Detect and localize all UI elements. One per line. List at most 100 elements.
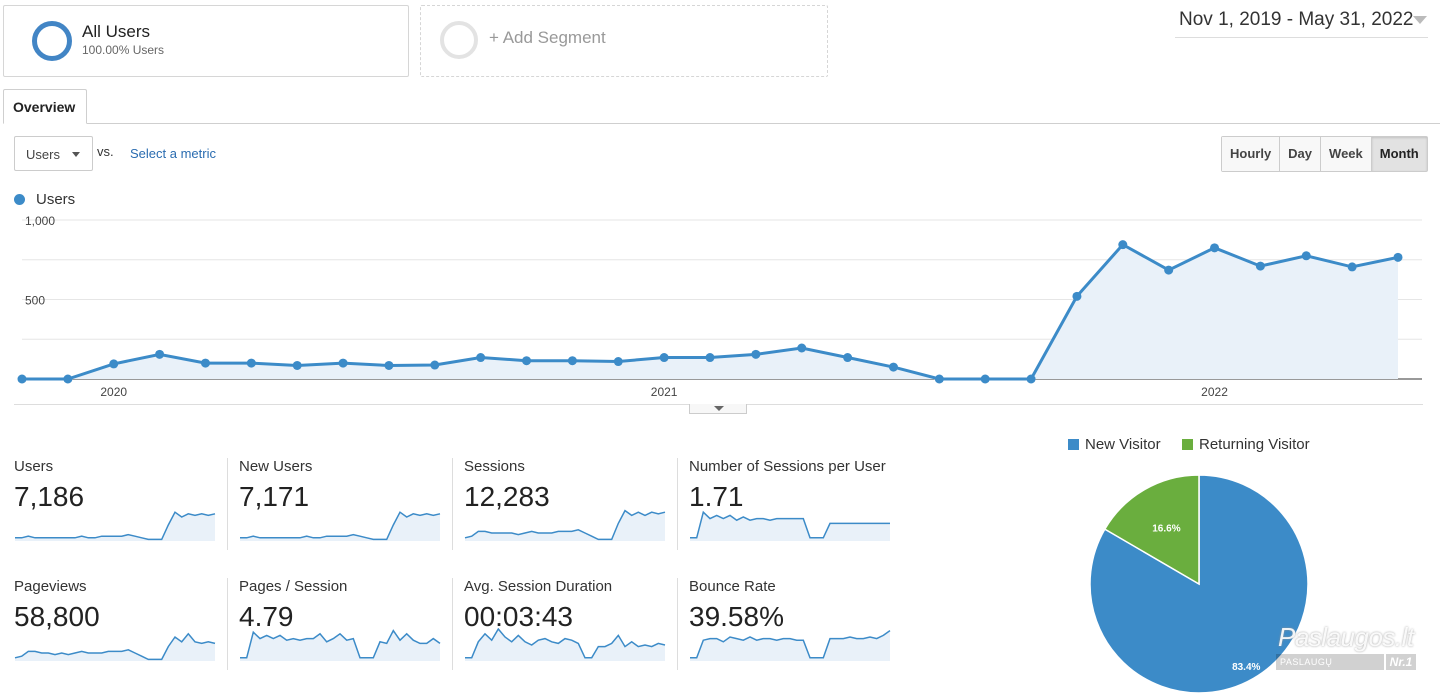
visitor-pie-chart: 83.4% 16.6%	[1089, 474, 1309, 694]
legend-returning-visitor: Returning Visitor	[1182, 436, 1310, 453]
granularity-month-button[interactable]: Month	[1371, 137, 1427, 171]
returning-visitor-swatch	[1182, 439, 1193, 450]
tile-separator	[452, 458, 453, 550]
metric-name: Pageviews	[14, 578, 87, 595]
data-point[interactable]	[1210, 243, 1220, 253]
caret-down-icon	[714, 406, 724, 411]
caret-down-icon	[72, 152, 80, 157]
data-point[interactable]	[476, 353, 486, 363]
add-segment-button[interactable]: + Add Segment	[420, 5, 828, 77]
metric-name: Pages / Session	[239, 578, 348, 595]
metric-value: 7,171	[239, 481, 310, 512]
date-range-text: Nov 1, 2019 - May 31, 2022	[1179, 9, 1414, 30]
granularity-week-button[interactable]: Week	[1321, 137, 1372, 171]
data-point[interactable]	[1255, 261, 1265, 271]
metric-name: New Users	[239, 458, 313, 475]
select-metric-link[interactable]: Select a metric	[130, 146, 216, 161]
legend-new-visitor-label: New Visitor	[1085, 436, 1161, 453]
chevron-down-icon	[1413, 16, 1427, 24]
sparkline-line	[464, 509, 666, 541]
data-point[interactable]	[292, 360, 302, 370]
metric-sparkline	[690, 510, 890, 541]
segment-ring-icon	[32, 21, 72, 61]
data-point[interactable]	[843, 353, 853, 363]
metric-dropdown[interactable]: Users	[14, 136, 93, 171]
data-point[interactable]	[659, 353, 669, 363]
data-point[interactable]	[109, 359, 119, 369]
tab-overview[interactable]: Overview	[3, 89, 87, 124]
new-visitor-swatch	[1068, 439, 1079, 450]
data-point[interactable]	[1393, 252, 1403, 262]
legend-users-dot	[14, 194, 25, 205]
data-point[interactable]	[17, 374, 27, 384]
sparkline-line	[14, 632, 216, 661]
collapse-chart-button[interactable]	[689, 404, 747, 414]
metric-sparkline	[465, 628, 666, 661]
segment-all-users[interactable]: All Users 100.00% Users	[3, 5, 409, 77]
data-point[interactable]	[567, 356, 577, 366]
tile-separator	[227, 458, 228, 550]
pie-slice-label: 83.4%	[1232, 662, 1260, 673]
data-point[interactable]	[1118, 240, 1128, 250]
metric-tile: Avg. Session Duration 00:03:43	[464, 578, 689, 688]
tile-separator	[677, 578, 678, 670]
data-point[interactable]	[888, 362, 898, 372]
pie-slice-label: 16.6%	[1152, 523, 1180, 534]
watermark-sub-text: PASLAUGŲ PORTALAS	[1276, 654, 1384, 683]
data-point[interactable]	[934, 374, 944, 384]
metric-sparkline	[690, 629, 891, 661]
legend-returning-visitor-label: Returning Visitor	[1199, 436, 1310, 453]
granularity-hourly-button[interactable]: Hourly	[1222, 137, 1281, 171]
add-segment-label: + Add Segment	[489, 28, 606, 47]
data-point[interactable]	[1301, 251, 1311, 261]
x-tick-label: 2020	[100, 385, 127, 399]
pie-slice-returning-visitor[interactable]	[1103, 474, 1200, 586]
date-range-picker[interactable]: Nov 1, 2019 - May 31, 2022	[1175, 6, 1428, 38]
sparkline-line	[465, 628, 666, 659]
metric-tile: New Users 7,171	[239, 458, 464, 568]
x-tick-label: 2022	[1201, 385, 1228, 399]
metric-tile: Sessions 12,283	[464, 458, 689, 568]
data-point[interactable]	[1164, 265, 1174, 275]
add-segment-ring-icon	[440, 21, 478, 59]
metric-name: Bounce Rate	[689, 578, 776, 595]
metric-value: 00:03:43	[464, 601, 573, 632]
legend-new-visitor: New Visitor	[1068, 436, 1161, 453]
data-point[interactable]	[1072, 291, 1082, 301]
metric-value: 1.71	[689, 481, 744, 512]
watermark-main-text: Paslaugos.lt	[1278, 622, 1414, 652]
metric-tile: Pages / Session 4.79	[239, 578, 464, 688]
granularity-day-button[interactable]: Day	[1280, 137, 1322, 171]
metric-name: Number of Sessions per User	[689, 458, 886, 475]
data-point[interactable]	[430, 360, 440, 370]
data-point[interactable]	[522, 356, 532, 366]
data-point[interactable]	[200, 358, 210, 368]
data-point[interactable]	[1026, 374, 1036, 384]
tile-separator	[452, 578, 453, 670]
data-point[interactable]	[980, 374, 990, 384]
segment-subtitle: 100.00% Users	[82, 43, 165, 57]
metric-name: Avg. Session Duration	[464, 578, 613, 595]
sparkline-fill	[465, 629, 665, 661]
data-point[interactable]	[155, 349, 165, 359]
data-point[interactable]	[246, 358, 256, 368]
sparkline-fill	[240, 630, 440, 661]
tab-divider	[3, 123, 1440, 124]
data-point[interactable]	[797, 343, 807, 353]
data-point[interactable]	[705, 353, 715, 363]
y-tick-label: 500	[25, 294, 45, 308]
vs-label: vs.	[97, 144, 114, 159]
metric-tile: Bounce Rate 39.58%	[689, 578, 914, 688]
sparkline-fill	[690, 630, 890, 661]
metric-value: 58,800	[14, 601, 100, 632]
data-point[interactable]	[613, 357, 623, 367]
data-point[interactable]	[751, 349, 761, 359]
data-point[interactable]	[384, 360, 394, 370]
data-point[interactable]	[63, 374, 73, 384]
sparkline-line	[240, 629, 441, 659]
y-tick-label: 1,000	[25, 214, 55, 228]
data-point[interactable]	[1347, 262, 1357, 272]
metric-tile: Pageviews 58,800	[14, 578, 239, 688]
sparkline-line	[690, 510, 890, 539]
data-point[interactable]	[338, 358, 348, 368]
